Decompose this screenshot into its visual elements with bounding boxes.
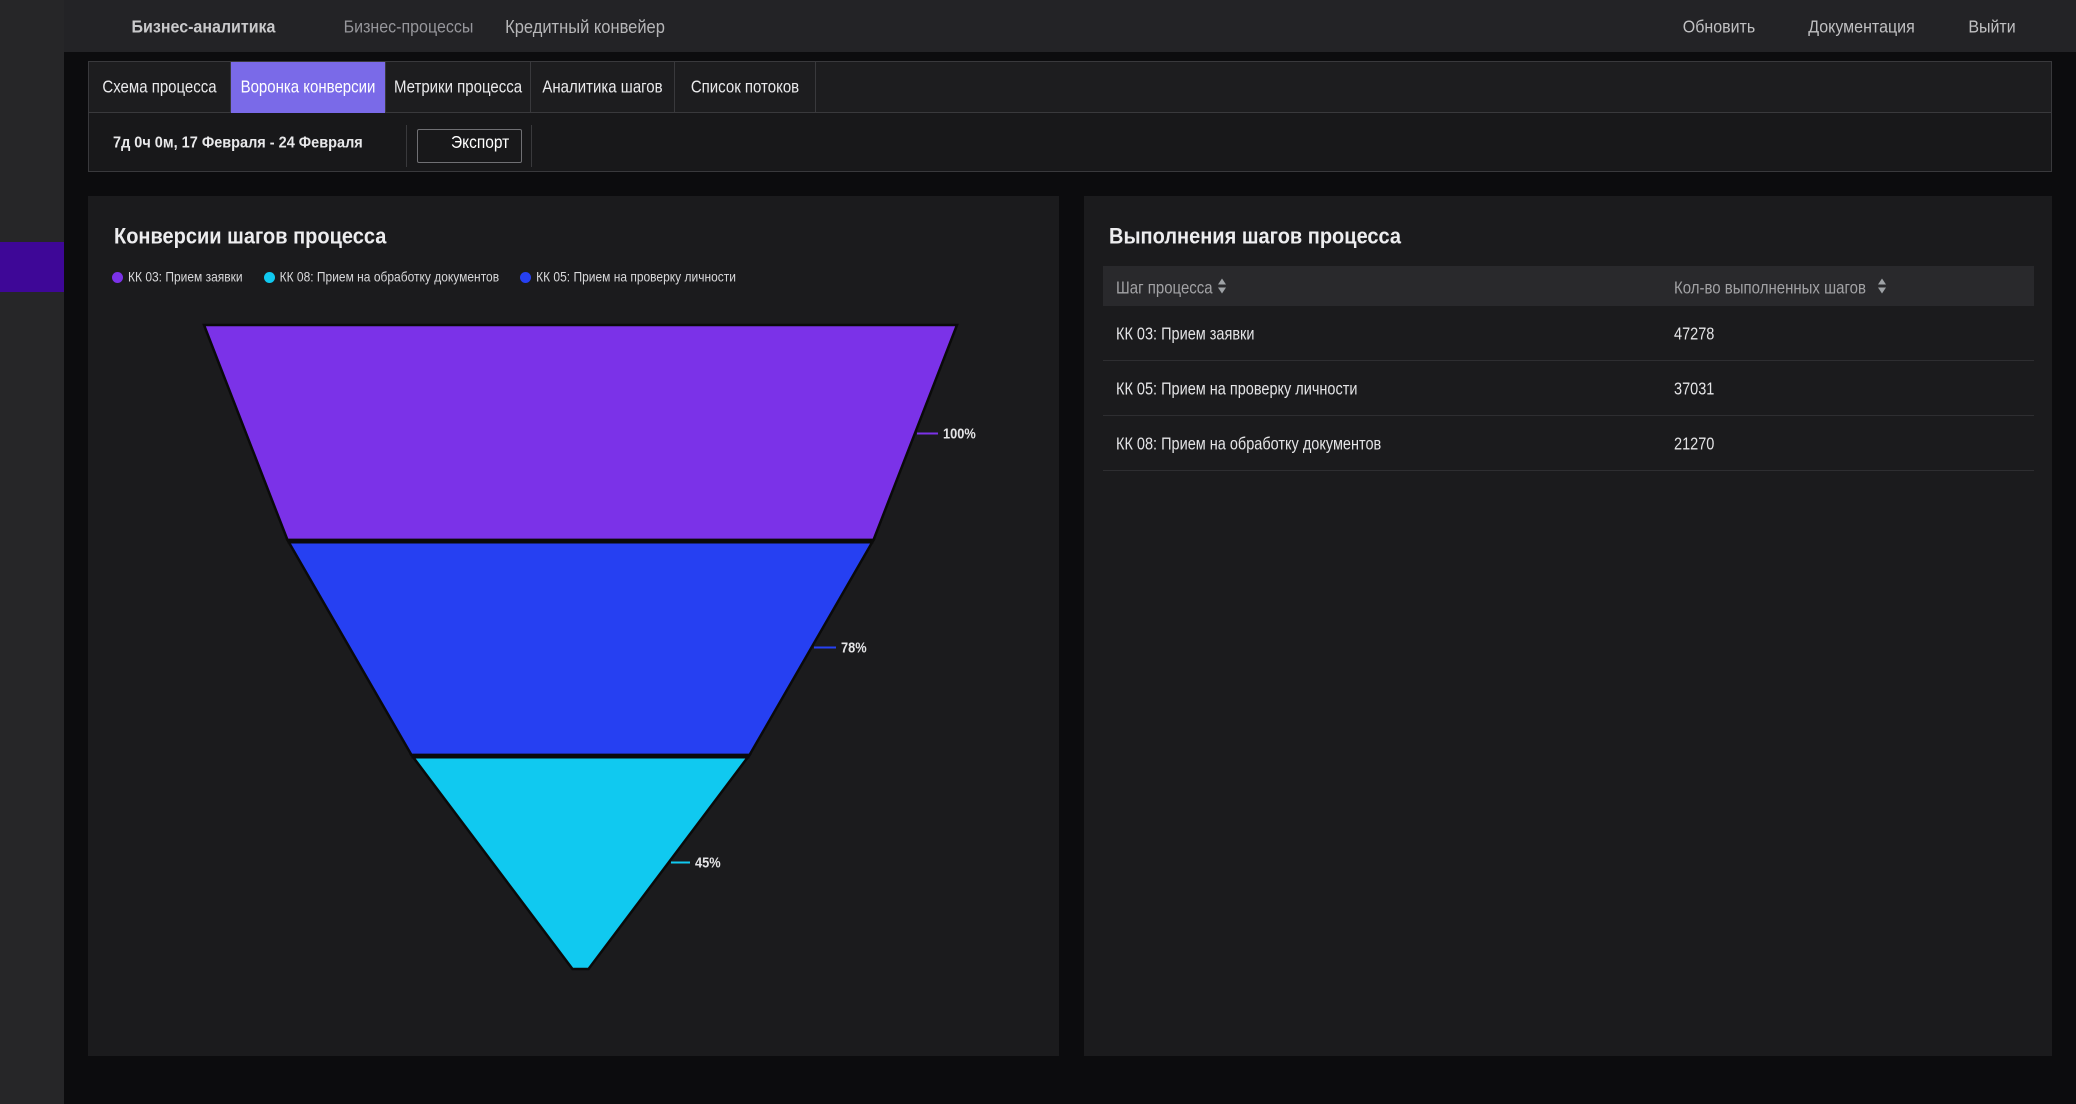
svg-text:45%: 45% [695,855,721,871]
svg-text:78%: 78% [841,640,867,656]
svg-text:100%: 100% [943,426,976,442]
